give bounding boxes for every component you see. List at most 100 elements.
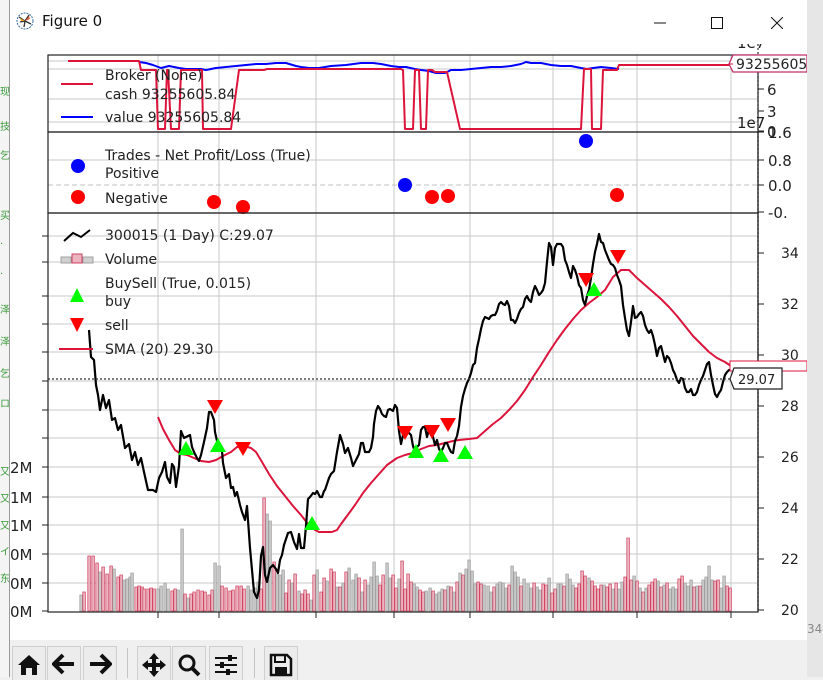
maximize-button[interactable]	[694, 8, 740, 38]
volume-bar	[284, 592, 288, 612]
volume-bar	[224, 587, 228, 612]
volume-bar	[166, 588, 170, 612]
trade-positive-marker	[398, 178, 412, 192]
volume-bar	[556, 583, 560, 612]
background-glyph: 现	[0, 87, 10, 98]
volume-bar	[347, 567, 351, 612]
volume-bar	[716, 579, 720, 612]
zoom-button[interactable]	[172, 646, 206, 680]
volume-bar	[192, 591, 196, 612]
figure-canvas[interactable]: 20222426283032346301e71.60.80.0-0.1e7932…	[10, 34, 808, 640]
trades-tick-label: 0.0	[768, 177, 792, 195]
price-tick-label: 30	[781, 348, 799, 364]
legend-close-label: 300015 (1 Day) C:29.07	[105, 228, 274, 244]
legend-sell-swatch	[70, 318, 84, 332]
volume-bar	[532, 582, 536, 612]
volume-bar	[623, 576, 627, 612]
volume-bar	[354, 573, 358, 612]
volume-bar	[668, 588, 672, 612]
back-button[interactable]	[47, 646, 81, 680]
volume-bar	[180, 528, 184, 612]
volume-bar	[674, 588, 678, 612]
volume-bar	[322, 577, 326, 612]
background-glyph: ·	[0, 269, 4, 280]
volume-bar	[580, 570, 584, 612]
volume-bar	[325, 580, 329, 612]
home-button[interactable]	[12, 646, 46, 680]
matplotlib-logo-icon	[16, 12, 34, 30]
sell-marker	[440, 418, 456, 432]
volume-bar	[134, 586, 138, 612]
volume-bar	[501, 582, 505, 612]
volume-bar	[504, 587, 508, 612]
volume-bar	[183, 593, 187, 612]
forward-button[interactable]	[83, 646, 117, 680]
buy-marker	[210, 438, 226, 452]
close-button[interactable]	[754, 8, 800, 38]
volume-bar	[369, 576, 373, 612]
volume-bar	[391, 574, 395, 612]
volume-bar	[519, 585, 523, 612]
configure-subplots-button[interactable]	[209, 646, 243, 680]
legend-volume-swatch	[60, 256, 72, 264]
volume-bar	[473, 583, 477, 612]
volume-bar	[704, 576, 708, 612]
volume-bar	[656, 580, 660, 612]
volume-bar	[659, 586, 663, 612]
volume-bar	[403, 588, 407, 612]
volume-bar	[529, 587, 533, 612]
volume-bar	[507, 584, 511, 612]
volume-bar	[176, 589, 180, 612]
volume-bar	[297, 590, 301, 612]
backtrader-chart[interactable]: 20222426283032346301e71.60.80.0-0.1e7932…	[10, 34, 808, 640]
volume-bar	[220, 585, 224, 612]
volume-bars	[79, 497, 732, 612]
volume-bar	[122, 579, 126, 612]
volume-bar	[228, 590, 232, 612]
background-text: 34	[807, 622, 823, 636]
volume-bar	[495, 583, 499, 612]
volume-bar	[707, 565, 711, 612]
volume-bar	[482, 584, 486, 612]
volume-bar	[253, 587, 257, 612]
volume-bar	[249, 589, 253, 612]
background-glyph: 又	[0, 467, 10, 478]
volume-bar	[653, 578, 657, 612]
volume-bar	[159, 585, 163, 612]
volume-bar	[701, 579, 705, 612]
volume-bar	[406, 573, 410, 612]
sell-marker	[610, 250, 626, 264]
trade-negative-marker	[425, 190, 439, 204]
volume-bar	[620, 581, 624, 612]
pan-button[interactable]	[137, 646, 171, 680]
volume-tick-label: 2M	[10, 459, 33, 477]
save-button[interactable]	[264, 646, 298, 680]
volume-bar	[366, 584, 370, 612]
volume-bar	[130, 572, 134, 612]
trades-tick-label: -0.	[768, 204, 788, 222]
trade-negative-marker	[207, 195, 221, 209]
volume-bar	[341, 582, 345, 612]
background-glyph: 乞	[0, 151, 10, 162]
volume-bar	[725, 585, 729, 612]
background-glyph: 又	[0, 494, 10, 505]
volume-bar	[689, 579, 693, 612]
volume-bar	[486, 585, 490, 612]
volume-bar	[641, 591, 645, 612]
volume-bar	[242, 588, 246, 612]
legend-buysell-title: BuySell (True, 0.015)	[105, 276, 251, 292]
volume-bar	[455, 581, 459, 612]
maximize-icon	[711, 17, 723, 29]
volume-bar	[112, 568, 116, 612]
last-value-tag	[728, 54, 808, 73]
volume-bar	[87, 555, 91, 612]
minimize-button[interactable]	[637, 8, 683, 38]
legend-buy-label: buy	[105, 294, 131, 310]
volume-bar	[635, 580, 639, 612]
background-glyph: 泽	[0, 305, 10, 316]
back-arrow-icon	[52, 653, 74, 675]
volume-bar	[698, 585, 702, 612]
volume-bar	[489, 591, 493, 612]
volume-bar	[235, 585, 239, 612]
price-tick-label: 32	[781, 297, 799, 313]
